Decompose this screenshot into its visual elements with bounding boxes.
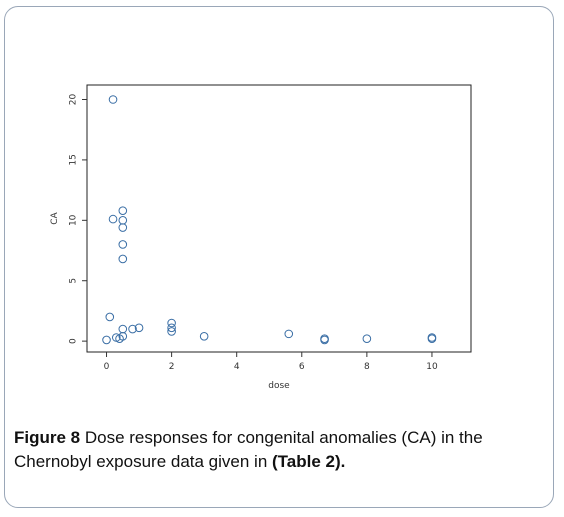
scatter-chart: 0 2 4 6 8 10 0 5 10 15 20 dose CA [50,84,472,391]
data-point [118,254,128,264]
x-tick-label: 2 [169,362,175,372]
x-axis-label: dose [268,381,290,391]
plot-box [86,84,472,353]
x-tick-label: 6 [299,362,305,372]
data-point [128,324,137,334]
y-tick-label: 20 [69,93,79,105]
data-point [118,240,128,249]
data-point [427,334,437,344]
data-point [118,206,128,215]
y-axis-label: CA [50,211,60,224]
caption-text: Dose responses for congenital anomalies … [14,428,483,471]
data-point [167,327,176,336]
data-point [102,335,111,345]
data-point [108,95,118,104]
data-point [362,334,372,344]
data-point [284,329,294,339]
figure-caption: Figure 8 Dose responses for congenital a… [14,426,534,474]
data-point [199,331,209,341]
data-point [320,335,329,345]
data-point [118,324,128,334]
x-tick-label: 4 [234,362,240,372]
data-point [105,312,115,322]
data-point [118,216,128,225]
data-point [167,318,176,328]
y-tick-label: 5 [69,278,79,284]
y-tick-label: 15 [69,154,79,165]
x-tick-label: 10 [426,362,438,372]
x-tick-label: 8 [364,362,370,372]
data-point [167,323,176,333]
data-point [108,214,118,224]
data-point [134,323,144,333]
caption-label: Figure 8 [14,428,81,447]
caption-table-ref: (Table 2). [272,452,346,471]
data-point [118,223,128,232]
x-tick-label: 0 [104,362,110,372]
y-tick-label: 10 [69,214,79,226]
y-tick-label: 0 [69,338,79,344]
figure-frame [4,6,554,508]
